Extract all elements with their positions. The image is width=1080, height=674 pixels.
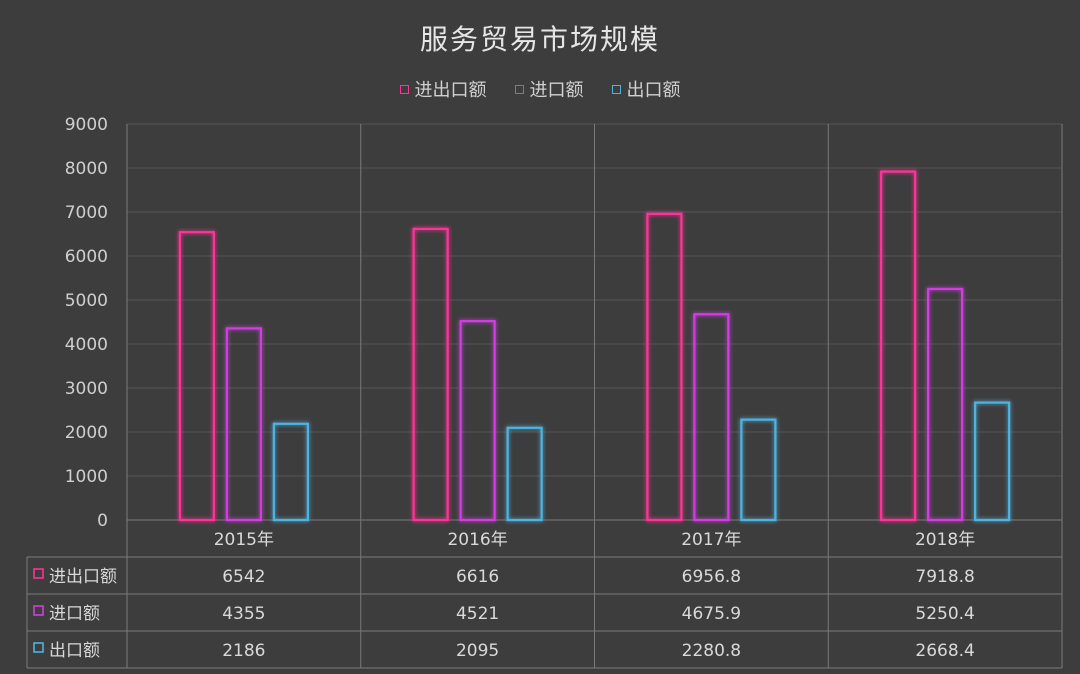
legend-item-series-1: 进口额 xyxy=(514,76,584,102)
y-tick-label: 3000 xyxy=(65,379,108,399)
x-tick-label: 2017年 xyxy=(681,530,741,550)
y-tick-label: 0 xyxy=(97,511,108,531)
y-tick-label: 8000 xyxy=(65,159,108,179)
bar-series-0 xyxy=(178,231,215,522)
bar-series-1 xyxy=(459,319,496,522)
table-cell-value: 4521 xyxy=(456,604,499,624)
bar-series-0 xyxy=(880,170,917,522)
bar-series-2 xyxy=(272,422,309,522)
chart-title: 服务贸易市场规模 xyxy=(419,23,660,56)
y-tick-label: 5000 xyxy=(65,291,108,311)
table-legend-swatch-series-0 xyxy=(33,568,44,579)
table-cell-value: 4355 xyxy=(222,604,265,624)
table-legend-swatch-series-2 xyxy=(33,642,44,653)
bar-series-1 xyxy=(927,287,964,522)
y-tick-label: 4000 xyxy=(65,335,108,355)
legend-swatch-series-0 xyxy=(399,84,409,94)
table-cell-value: 6956.8 xyxy=(682,567,741,587)
table-cell-value: 2186 xyxy=(222,641,265,661)
y-tick-label: 2000 xyxy=(65,423,108,443)
x-tick-label: 2015年 xyxy=(214,530,274,550)
bar-series-1 xyxy=(693,313,730,522)
legend-swatch-series-1 xyxy=(514,84,524,94)
bar-series-0 xyxy=(412,227,449,522)
table-series-name: 进出口额 xyxy=(49,567,117,587)
x-tick-label: 2018年 xyxy=(915,530,975,550)
bar-series-2 xyxy=(740,418,777,522)
y-tick-label: 6000 xyxy=(65,247,108,267)
table-series-name: 进口额 xyxy=(49,604,100,624)
table-cell-value: 2280.8 xyxy=(682,641,741,661)
table-cell-value: 2095 xyxy=(456,641,499,661)
table-series-name: 出口额 xyxy=(49,641,100,661)
table-cell-value: 5250.4 xyxy=(915,604,974,624)
table-cell-value: 7918.8 xyxy=(915,567,974,587)
bar-series-2 xyxy=(506,426,543,522)
legend-label-series-1: 进口额 xyxy=(529,80,584,101)
legend-item-series-2: 出口额 xyxy=(611,76,681,102)
legend-label-series-0: 进出口额 xyxy=(414,80,487,101)
legend: 进出口额 进口额 出口额 xyxy=(0,76,1080,102)
table-cell-value: 2668.4 xyxy=(915,641,974,661)
legend-swatch-series-2 xyxy=(611,84,621,94)
table-legend-swatch-series-1 xyxy=(33,605,44,616)
bar-series-2 xyxy=(974,401,1011,522)
x-tick-label: 2016年 xyxy=(447,530,507,550)
table-cell-value: 6616 xyxy=(456,567,499,587)
y-tick-label: 9000 xyxy=(65,115,108,135)
bar-series-0 xyxy=(646,212,683,522)
table-cell-value: 6542 xyxy=(222,567,265,587)
y-tick-label: 1000 xyxy=(65,467,108,487)
y-tick-label: 7000 xyxy=(65,203,108,223)
legend-item-series-0: 进出口额 xyxy=(399,76,487,102)
legend-label-series-2: 出口额 xyxy=(626,80,681,101)
bar-series-1 xyxy=(225,327,262,522)
table-cell-value: 4675.9 xyxy=(682,604,741,624)
